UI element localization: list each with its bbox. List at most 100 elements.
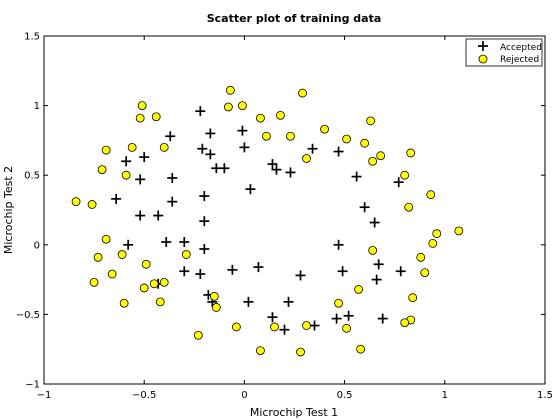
rejected-point [366, 116, 376, 126]
accepted-point [195, 269, 206, 280]
x-tick-label: 0 [241, 390, 247, 401]
rejected-point [159, 142, 169, 152]
rejected-point [139, 283, 149, 293]
x-tick-label: 0.5 [337, 390, 353, 401]
rejected-point [360, 138, 370, 148]
accepted-point [333, 146, 344, 157]
legend-label-rejected: Rejected [500, 55, 539, 65]
rejected-point [141, 259, 151, 269]
legend: Accepted Rejected [465, 38, 543, 67]
rejected-point [354, 284, 364, 294]
rejected-point [101, 234, 111, 244]
rejected-point [97, 165, 107, 175]
accepted-point [195, 106, 206, 117]
rejected-point [376, 151, 386, 161]
accepted-point [243, 296, 254, 307]
rejected-point [181, 250, 191, 259]
accepted-point [267, 312, 278, 323]
rejected-point [426, 190, 436, 200]
rejected-point [334, 298, 343, 308]
rejected-point [432, 229, 442, 239]
accepted-point [135, 210, 146, 221]
accepted-point [271, 164, 282, 175]
chart-title: Scatter plot of training data [207, 12, 382, 25]
rejected-point [342, 323, 352, 333]
y-tick-label: −0.5 [16, 310, 40, 321]
accepted-point [167, 172, 178, 183]
rejected-point [87, 200, 97, 209]
rejected-point [420, 268, 430, 278]
rejected-point [137, 101, 147, 110]
accepted-point [309, 320, 320, 331]
rejected-point [262, 131, 271, 141]
accepted-point [295, 270, 306, 281]
accepted-point [253, 262, 264, 273]
rejected-point [302, 154, 311, 163]
accepted-point [179, 266, 190, 277]
rejected-point [356, 344, 366, 354]
accepted-point [267, 159, 278, 170]
rejected-point [270, 322, 279, 332]
rejected-point [416, 252, 426, 262]
rejected-point [237, 101, 247, 110]
accepted-point [395, 266, 406, 277]
rejected-point [256, 113, 265, 123]
y-tick-label: 0 [34, 240, 40, 251]
accepted-point [393, 177, 404, 188]
accepted-point [139, 152, 150, 163]
y-tick-label: −1 [25, 380, 40, 391]
rejected-point [209, 291, 219, 301]
legend-marker-rejected [478, 54, 488, 64]
plot-area [43, 35, 546, 385]
data-points [71, 85, 464, 357]
x-tick-label: −1 [37, 390, 52, 401]
accepted-point [279, 324, 290, 335]
accepted-point [373, 259, 384, 270]
rejected-point [71, 197, 81, 207]
legend-marker-accepted [478, 41, 488, 51]
accepted-point [153, 210, 164, 221]
y-tick-label: 0.5 [24, 171, 40, 182]
accepted-point [205, 128, 216, 139]
accepted-point [227, 264, 238, 275]
rejected-point [107, 269, 117, 279]
accepted-point [219, 163, 230, 174]
rejected-point [296, 347, 305, 357]
accepted-point [333, 239, 344, 250]
rejected-point [231, 322, 241, 332]
rejected-point [89, 277, 99, 287]
rejected-point [211, 303, 221, 312]
accepted-point [331, 313, 342, 324]
accepted-point [285, 167, 296, 178]
accepted-point [369, 217, 380, 228]
y-tick-label: 1 [34, 101, 40, 112]
x-axis-label: Microchip Test 1 [250, 406, 338, 419]
accepted-point [111, 193, 122, 204]
rejected-point [320, 124, 329, 134]
accepted-point [199, 191, 210, 202]
accepted-point [351, 171, 362, 182]
accepted-point [161, 237, 172, 248]
rejected-point [121, 170, 131, 180]
rejected-point [159, 277, 169, 287]
rejected-point [428, 239, 438, 248]
legend-label-accepted: Accepted [500, 43, 542, 53]
rejected-point [408, 293, 418, 303]
rejected-point [400, 170, 410, 180]
accepted-point [377, 313, 388, 324]
rejected-point [286, 131, 295, 141]
accepted-point [371, 274, 382, 285]
rejected-point [368, 156, 378, 166]
rejected-point [225, 85, 235, 95]
rejected-point [135, 113, 145, 123]
accepted-point [237, 125, 248, 136]
axis-ticks: −1 −0.5 0 0.5 1 1.5 −1 −0.5 0 0.5 1 1.5 [16, 32, 553, 402]
x-tick-label: 1 [442, 390, 448, 401]
rejected-point [149, 279, 159, 289]
rejected-point [454, 226, 464, 236]
rejected-point [400, 318, 410, 328]
y-axis-label: Microchip Test 2 [2, 166, 15, 254]
rejected-point [342, 134, 352, 144]
rejected-point [93, 252, 103, 262]
